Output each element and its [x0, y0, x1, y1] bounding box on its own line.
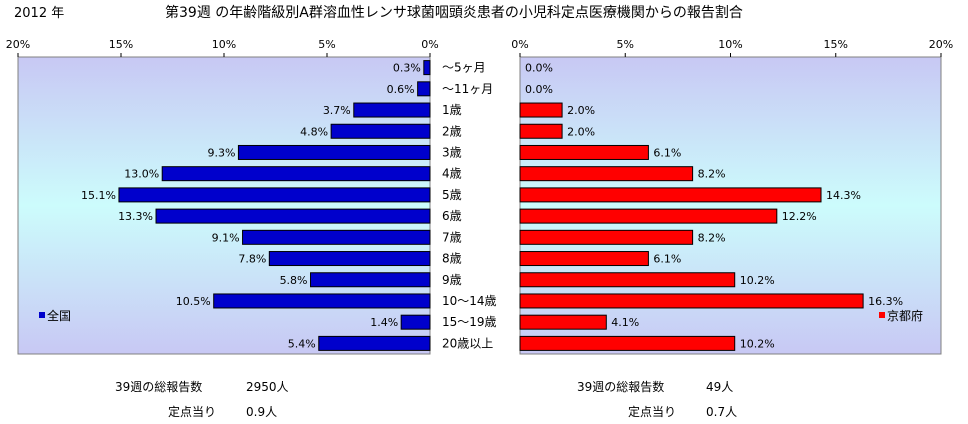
- national-bar: [400, 314, 431, 330]
- right-tick-label: 5%: [617, 38, 634, 51]
- national-bar: [268, 251, 431, 267]
- left-tick-label: 0%: [421, 38, 438, 51]
- national-bar: [213, 293, 431, 309]
- kyoto-data-label: 8.2%: [698, 168, 726, 181]
- kyoto-data-label: 10.2%: [740, 274, 775, 287]
- national-bar: [318, 335, 431, 351]
- national-per-label: 定点当り: [168, 405, 217, 419]
- category-label: 1歳: [442, 103, 462, 117]
- kyoto-bar: [519, 314, 607, 330]
- kyoto-legend-label: 京都府: [887, 308, 923, 323]
- national-bar: [161, 166, 431, 182]
- chart-year: 2012 年: [14, 6, 65, 21]
- national-data-label: 13.0%: [124, 168, 159, 181]
- kyoto-bar: [519, 144, 649, 160]
- national-data-label: 9.1%: [212, 231, 240, 244]
- national-bar: [423, 60, 431, 76]
- category-label: 15～19歳: [442, 315, 497, 329]
- national-data-label: 5.4%: [288, 337, 316, 350]
- kyoto-data-label: 16.3%: [868, 295, 903, 308]
- left-tick-label: 15%: [109, 38, 133, 51]
- kyoto-bar: [519, 251, 649, 267]
- national-data-label: 0.3%: [393, 62, 421, 75]
- left-tick-label: 20%: [6, 38, 30, 51]
- national-bar: [242, 229, 431, 245]
- category-label: 8歳: [442, 252, 462, 266]
- left-plot-area: [17, 56, 431, 355]
- kyoto-per-value: 0.7人: [706, 405, 738, 419]
- kyoto-data-label: 0.0%: [525, 83, 553, 96]
- left-tick-label: 10%: [212, 38, 236, 51]
- national-data-label: 9.3%: [207, 146, 235, 159]
- national-data-label: 0.6%: [387, 83, 415, 96]
- national-bar: [417, 81, 431, 97]
- kyoto-legend-swatch: [879, 312, 885, 318]
- kyoto-bar: [519, 102, 563, 118]
- national-bar: [118, 187, 431, 203]
- national-legend-label: 全国: [47, 308, 71, 323]
- national-legend-swatch: [39, 312, 45, 318]
- national-data-label: 1.4%: [370, 316, 398, 329]
- right-tick-label: 20%: [929, 38, 953, 51]
- category-label: 5歳: [442, 188, 462, 202]
- kyoto-total-label: 39週の総報告数: [577, 380, 665, 394]
- national-bar: [237, 144, 431, 160]
- national-data-label: 13.3%: [118, 210, 153, 223]
- kyoto-data-label: 8.2%: [698, 231, 726, 244]
- kyoto-data-label: 0.0%: [525, 62, 553, 75]
- category-label: 7歳: [442, 230, 462, 244]
- national-bar: [310, 272, 431, 288]
- category-label: ～11ヶ月: [442, 82, 493, 96]
- left-tick-label: 5%: [318, 38, 335, 51]
- national-total-value: 2950人: [246, 380, 289, 394]
- kyoto-data-label: 10.2%: [740, 337, 775, 350]
- category-label: 10～14歳: [442, 294, 497, 308]
- kyoto-bar: [519, 123, 563, 139]
- category-label: 3歳: [442, 145, 462, 159]
- national-per-value: 0.9人: [246, 405, 278, 419]
- national-data-label: 15.1%: [81, 189, 116, 202]
- kyoto-data-label: 6.1%: [653, 146, 681, 159]
- right-tick-label: 15%: [824, 38, 848, 51]
- kyoto-bar: [519, 187, 822, 203]
- national-bar: [353, 102, 431, 118]
- national-data-label: 3.7%: [323, 104, 351, 117]
- right-tick-label: 10%: [718, 38, 742, 51]
- category-label: 4歳: [442, 167, 462, 181]
- category-label: 9歳: [442, 273, 462, 287]
- kyoto-bar: [519, 335, 736, 351]
- kyoto-data-label: 6.1%: [653, 253, 681, 266]
- category-label: ～5ヶ月: [442, 61, 486, 75]
- kyoto-data-label: 2.0%: [567, 125, 595, 138]
- category-label: 2歳: [442, 124, 462, 138]
- national-bar: [155, 208, 431, 224]
- kyoto-data-label: 4.1%: [611, 316, 639, 329]
- category-label: 6歳: [442, 209, 462, 223]
- chart-title: 第39週 の年齢階級別A群溶血性レンサ球菌咽頭炎患者の小児科定点医療機関からの報…: [165, 5, 743, 21]
- kyoto-data-label: 2.0%: [567, 104, 595, 117]
- kyoto-data-label: 12.2%: [782, 210, 817, 223]
- right-plot-area: [519, 56, 942, 355]
- kyoto-bar: [519, 166, 694, 182]
- national-data-label: 4.8%: [300, 125, 328, 138]
- kyoto-data-label: 14.3%: [826, 189, 861, 202]
- kyoto-bar: [519, 293, 864, 309]
- national-total-label: 39週の総報告数: [115, 380, 203, 394]
- kyoto-per-label: 定点当り: [628, 405, 677, 419]
- national-data-label: 7.8%: [238, 253, 266, 266]
- right-tick-label: 0%: [511, 38, 528, 51]
- national-bar: [330, 123, 431, 139]
- kyoto-bar: [519, 229, 694, 245]
- category-label: 20歳以上: [442, 336, 493, 350]
- national-data-label: 5.8%: [280, 274, 308, 287]
- kyoto-total-value: 49人: [706, 380, 734, 394]
- kyoto-bar: [519, 272, 736, 288]
- national-data-label: 10.5%: [176, 295, 211, 308]
- kyoto-bar: [519, 208, 778, 224]
